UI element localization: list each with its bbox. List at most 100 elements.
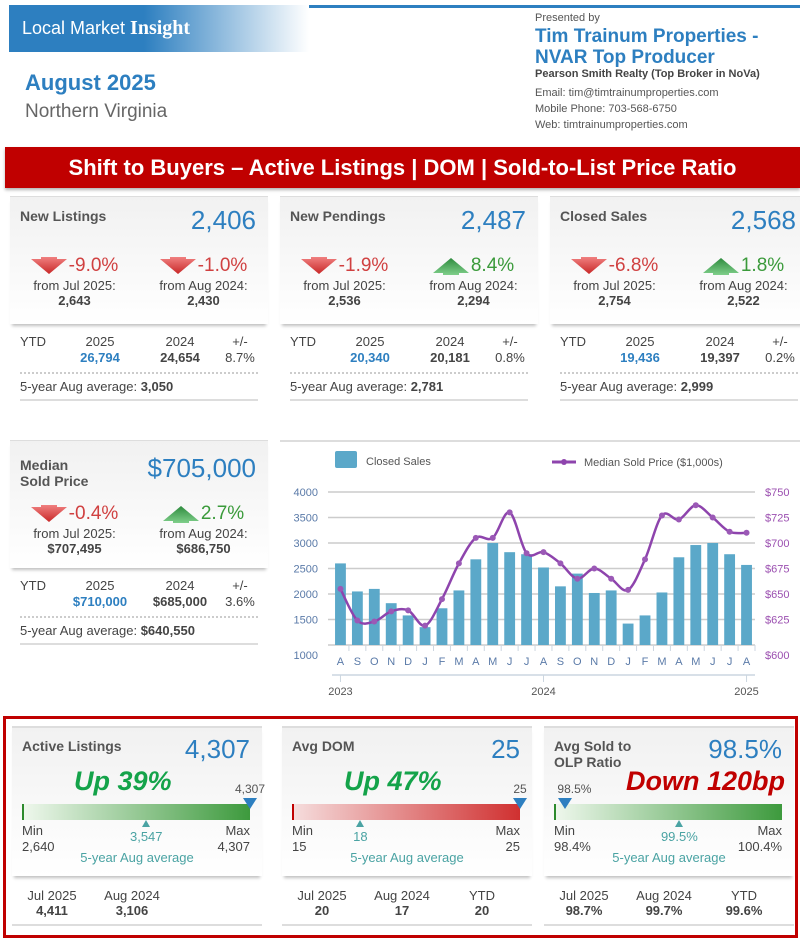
presented-by-label: Presented by [535, 12, 600, 24]
gauge-active-listings: Active Listings 4,307 Up 39% 4,307 Min 2,… [12, 726, 265, 926]
change-change2: -1.0% from Aug 2024: 2,430 [139, 255, 268, 308]
y-right-tick-label: $725 [765, 513, 789, 525]
agent-name-line2: NVAR Top Producer [535, 47, 715, 68]
gauge-track [292, 804, 520, 820]
gauge-headline: Up 39% [74, 766, 172, 796]
ytd-header-2024: 2024 [435, 334, 465, 349]
gauge-summary: Avg DOM 25 Up 47% 25 Min 15 Max 25 18 5-ye… [282, 726, 532, 876]
website-link[interactable]: Web: timtrainumproperties.com [535, 119, 688, 131]
ytd-value-diff: 0.8% [495, 350, 525, 365]
brand-band [9, 5, 309, 52]
card-title: New Pendings [290, 208, 386, 224]
point-median-price [743, 529, 750, 536]
five-year-average-value: $640,550 [140, 623, 195, 638]
ytd-header-2025: 2025 [625, 334, 655, 349]
point-median-price [709, 514, 716, 521]
header-rule [9, 5, 800, 8]
email-link[interactable]: Email: tim@timtrainumproperties.com [535, 87, 719, 99]
card-summary: New Listings 2,406 -9.0% from Jul 2025: … [10, 196, 268, 324]
change-base-value: 2,536 [328, 293, 361, 308]
footer-value: 3,106 [115, 903, 149, 918]
change-label: from Aug 2024: [159, 526, 248, 541]
change-percent: -1.0% [159, 255, 247, 277]
gauge-max: Max 25 [495, 823, 520, 855]
change-label: from Jul 2025: [33, 278, 116, 293]
gauge-avg-dom: Avg DOM 25 Up 47% 25 Min 15 Max 25 18 5-ye… [282, 726, 532, 926]
change-percent: -1.9% [300, 255, 388, 277]
change-percent: -9.0% [30, 255, 118, 277]
card-new-listings: New Listings 2,406 -9.0% from Jul 2025: … [10, 196, 268, 401]
point-median-price [574, 575, 581, 582]
footer-value: 20 [474, 903, 490, 918]
gauge-min-label: Min [292, 823, 313, 838]
point-median-price [591, 565, 598, 572]
x-category-label: M [488, 656, 497, 668]
bar-closed-sales [521, 554, 532, 645]
x-category-label: N [590, 656, 598, 668]
x-category-label: A [743, 656, 751, 668]
change-label: from Aug 2024: [429, 278, 518, 293]
gauge-title-line1: Avg Sold to [554, 738, 632, 754]
point-median-price [354, 617, 361, 624]
gauge-track [554, 804, 782, 820]
gauge-headline: Down 120bp [626, 766, 786, 796]
card-new-pendings: New Pendings 2,487 -1.9% from Jul 2025: … [280, 196, 538, 401]
gauge-max-value: 100.4% [737, 839, 782, 854]
gauge-max: Max 4,307 [217, 823, 250, 855]
ytd-table: YTD 2025 2024 +/- $710,000 $685,000 3.6% [10, 568, 268, 610]
x-category-label: A [675, 656, 683, 668]
gauge-max-value: 25 [505, 839, 520, 854]
gauge-max-label: Max [757, 823, 782, 838]
x-category-label: J [727, 656, 733, 668]
gauge-title: Avg DOM [292, 738, 355, 754]
ytd-header-2024: 2024 [165, 334, 195, 349]
footer-label: Aug 2024 [104, 888, 160, 903]
five-year-average: 5-year Aug average: 2,781 [290, 372, 528, 401]
changes-row: -1.9% from Jul 2025: 2,536 8.4% from Aug… [280, 255, 538, 308]
bar-closed-sales [707, 543, 719, 645]
x-category-label: J [524, 656, 530, 668]
current-marker-icon [243, 798, 257, 809]
footer-label: Jul 2025 [27, 888, 77, 903]
change-label: from Aug 2024: [159, 278, 248, 293]
change-percent-value: 8.4% [470, 255, 515, 276]
footer-label: Jul 2025 [559, 888, 609, 903]
gauge-min-label: Min [554, 823, 575, 838]
x-category-label: J [422, 656, 428, 668]
change-base-value: $707,495 [47, 541, 102, 556]
gauge-max-value: 4,307 [217, 839, 250, 854]
bar-closed-sales [741, 564, 752, 645]
gauge-summary: Active Listings 4,307 Up 39% 4,307 Min 2,… [12, 726, 265, 876]
change-base-value: 2,643 [58, 293, 91, 308]
ytd-header-diff: +/- [772, 334, 788, 349]
change-label: from Jul 2025: [303, 278, 386, 293]
change-base-value: $686,750 [176, 541, 231, 556]
agent-name-line1: Tim Trainum Properties - [535, 26, 759, 47]
ytd-value-diff: 3.6% [225, 594, 255, 609]
footer-value: 99.6% [725, 903, 763, 918]
gauge-min: Min 98.4% [554, 823, 591, 855]
point-median-price [658, 512, 665, 519]
broker-name: Pearson Smith Realty (Top Broker in NoVa… [535, 68, 760, 80]
gauge-title: Active Listings [22, 738, 122, 754]
point-median-price [455, 560, 462, 567]
point-median-price [388, 608, 395, 615]
footer-value: 20 [314, 903, 330, 918]
card-title: New Listings [20, 208, 107, 224]
gauge-sold-to-olp: Avg Sold to OLP Ratio 98.5% Down 120bp 98… [544, 726, 794, 926]
x-category-label: J [710, 656, 716, 668]
point-median-price [642, 556, 649, 563]
current-marker-icon [513, 798, 527, 809]
gauge-track [22, 804, 250, 820]
x-category-label: J [625, 656, 631, 668]
gauge-min-value: 2,640 [22, 839, 55, 854]
x-category-label: A [472, 656, 480, 668]
x-category-label: A [337, 656, 345, 668]
gauge-average-value: 3,547 [129, 829, 163, 844]
ytd-header-diff: +/- [232, 578, 248, 593]
gauge-average-caption: 5-year Aug average [80, 850, 194, 865]
x-category-label: O [573, 656, 582, 668]
card-value: $705,000 [147, 453, 256, 483]
x-category-label: O [370, 656, 379, 668]
ytd-table: YTD 2025 2024 +/- 19,436 19,397 0.2% [550, 324, 800, 366]
